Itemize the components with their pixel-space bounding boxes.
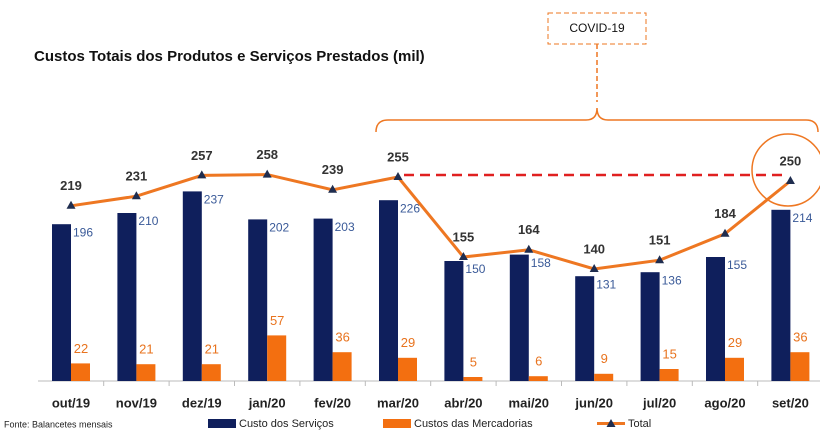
x-tick-label: nov/19 [116,395,157,410]
brace [375,107,819,133]
data-label: 136 [662,273,682,287]
x-tick-label: dez/19 [182,395,222,410]
legend-label: Custos das Mercadorias [414,418,533,430]
x-tick-label: ago/20 [704,395,745,410]
bar [463,377,483,381]
marker [589,264,599,272]
x-tick-label: out/19 [52,395,90,410]
data-label: 164 [518,222,540,237]
bar [528,376,548,381]
bar [71,363,90,381]
bar [706,257,725,381]
bar [444,261,464,381]
marker [262,169,272,178]
source: Fonte: Balancetes mensais [4,419,113,429]
marker [66,200,76,209]
data-label: 202 [269,221,289,235]
x-tick-label: abr/20 [444,395,482,410]
marker [328,184,338,193]
x-tick-label: mar/20 [377,395,419,410]
bar [575,276,595,381]
data-label: 203 [335,220,355,234]
x-tick-label: set/20 [772,395,809,410]
data-label: 155 [727,258,747,272]
bar [332,352,352,381]
bar [771,209,791,381]
data-label: 36 [335,330,349,345]
data-label: 258 [256,147,278,162]
data-label: 237 [204,193,224,207]
bar [725,357,744,381]
data-label: 140 [583,241,605,256]
bar [117,213,137,381]
data-label: 255 [387,149,409,164]
bar [136,364,156,381]
bar [790,352,810,381]
data-label: 22 [74,341,88,356]
data-label: 257 [191,148,213,163]
data-label: 155 [453,229,475,244]
bar [52,224,71,381]
bar [182,191,202,381]
bar [640,272,660,381]
data-label: 6 [535,354,542,369]
legend-label: Custo dos Serviços [239,418,334,430]
data-label: 15 [662,346,676,361]
data-label: 21 [205,342,219,357]
x-tick-label: jun/20 [574,395,613,410]
highlight-circle [751,133,820,207]
x-tick-label: fev/20 [314,395,351,410]
line [70,173,792,271]
chart-title: Custos Totais dos Produtos e Serviços Pr… [34,48,425,65]
bar [594,373,614,381]
data-label: 226 [400,201,420,215]
marker [655,255,665,264]
bar [398,357,417,381]
data-label: 231 [126,169,148,184]
legend-marker [606,419,616,427]
marker [197,170,207,179]
data-label: 158 [531,256,551,270]
legend-label: Total [628,418,651,430]
marker [524,244,534,253]
data-label: 219 [60,178,82,193]
legend-swatch [208,419,236,428]
bar [267,335,287,381]
bar [379,200,398,381]
data-label: 29 [401,335,415,350]
marker [393,172,403,180]
data-label: 29 [728,335,742,350]
data-label: 239 [322,162,344,177]
x-tick-label: jul/20 [642,395,676,410]
bar [248,219,268,381]
data-label: 5 [470,354,477,369]
data-label: 57 [270,313,284,328]
data-label: 250 [780,153,802,168]
x-tick-label: mai/20 [509,395,549,410]
data-label: 196 [73,225,93,239]
data-label: 150 [465,262,485,276]
data-label: 36 [793,330,807,345]
marker [458,252,468,260]
data-label: 210 [138,214,158,228]
x-tick-label: jan/20 [248,395,286,410]
marker [131,191,141,200]
bar [313,218,333,381]
bar [659,369,679,381]
bar [201,364,221,381]
data-label: 151 [649,233,671,248]
data-label: 21 [139,342,153,357]
marker [720,228,730,237]
data-label: 131 [596,277,616,291]
marker [785,176,795,184]
data-label: 184 [714,206,736,221]
bar [509,254,529,381]
data-label: 9 [601,351,608,366]
legend-swatch [383,419,411,428]
data-label: 214 [792,211,812,225]
annotation: COVID-19 [569,21,625,35]
